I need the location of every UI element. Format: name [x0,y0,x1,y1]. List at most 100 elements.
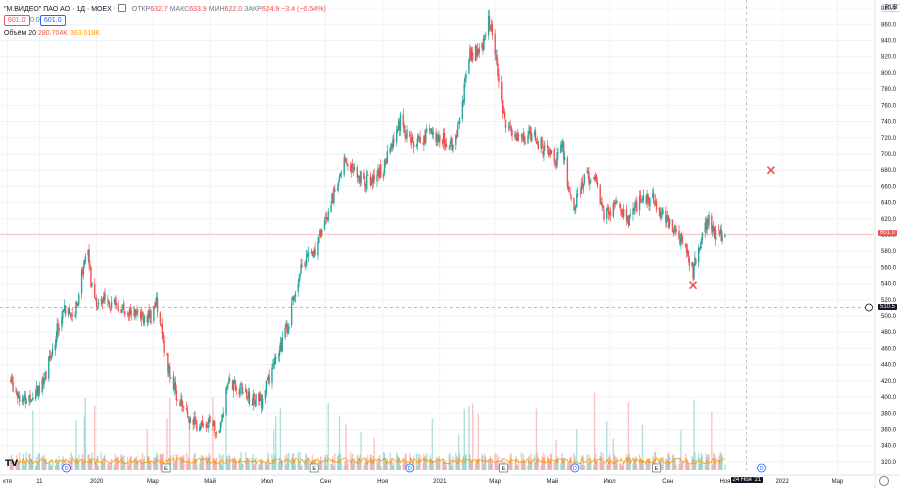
volume-bar [292,452,295,470]
volume-bar [632,463,634,470]
volume-bar [468,405,470,470]
currency-label[interactable]: RUB [882,4,900,12]
add-alert-icon [865,303,873,312]
volume-bar [531,457,533,470]
candle-body [109,304,111,308]
candle-body [156,298,159,312]
candle-body [293,297,296,301]
candle-body [695,258,697,264]
volume-bar [616,456,618,470]
candle-body [425,131,427,144]
candle-body [694,257,696,266]
x-tick-label: 2020 [90,479,104,485]
volume-label[interactable]: Объём 20 [4,30,37,37]
volume-bar [336,455,339,470]
candle-body [546,145,549,148]
candle-body [77,303,79,306]
candle-body [351,164,354,167]
candle-body [273,363,275,365]
candle-body [501,100,504,114]
candle-body [653,203,656,205]
volume-bar [581,465,584,470]
candle-body [665,210,667,224]
crosshair-price-tag: 510.5 [878,303,898,310]
sell-button[interactable]: 601.0 [4,15,30,26]
candle-body [393,137,395,143]
volume-bar [365,458,367,470]
volume-bar [280,459,283,470]
candle-body [372,175,374,184]
volume-bar [175,454,178,470]
volume-bar [541,456,543,470]
volume-bar [699,458,702,470]
volume-bar [484,453,486,470]
volume-bar [562,458,564,470]
candle-body [55,336,57,346]
volume-bar [660,458,662,470]
volume-bar [100,452,102,470]
x-tick-label: Сен [320,479,331,485]
volume-bar [143,456,146,470]
candle-body [149,311,151,318]
volume-bar [124,462,126,470]
volume-bar [258,464,260,470]
candle-body [227,383,229,387]
candle-body [179,400,181,407]
candle-body [266,379,268,381]
visibility-icon[interactable] [117,4,126,12]
volume-bar [698,463,701,470]
candle-body [280,341,283,352]
x-tick-label: Ноя [377,479,388,485]
candle-body [154,302,157,308]
candle-body [390,144,392,147]
candle-body [108,301,110,304]
x-marker-icon [766,166,775,175]
candle-body [430,128,433,134]
candle-body [701,232,704,241]
volume-bar [687,461,690,470]
settings-gear-icon[interactable] [879,476,889,486]
candle-body [599,184,601,205]
volume-bar [497,464,499,470]
y-tick-label: 720.0 [881,136,897,142]
volume-bar [445,465,448,470]
volume-bar [57,462,59,470]
price-axis: 320.0 340.0 360.0 380.0 400.0 420.0 440.0 460.0… [874,0,897,488]
volume-bar [642,460,645,470]
volume-bar [533,454,536,470]
volume-bar [200,455,203,470]
candle-body [481,43,483,49]
volume-bar [648,459,650,470]
candle-body [688,257,691,266]
volume-bar [166,418,168,470]
candle-body [423,136,425,145]
volume-bar [305,455,308,470]
candle-body [195,421,197,425]
candle-body [520,134,523,137]
volume-bar [704,464,706,470]
volume-bar [451,465,453,470]
candle-body [365,185,367,188]
candle-body [450,138,452,144]
y-tick-label: 440.0 [881,363,897,369]
symbol-title[interactable]: "М.ВИДЕО" ПАО АО · 1Д · MOEX [4,6,112,13]
candle-body [134,309,136,316]
volume-bar [142,459,145,470]
volume-bar [304,459,306,470]
tradingview-logo[interactable]: TV [5,459,19,469]
buy-button[interactable]: 601.0 [40,15,66,26]
candle-body [596,180,599,186]
candle-body [574,208,576,211]
candle-body [359,176,361,184]
volume-bar [508,462,510,470]
candle-body [632,208,634,215]
candle-body [654,200,657,205]
candle-body [126,313,129,315]
candle-body [404,129,406,137]
candle-body [570,195,572,200]
volume-bar [654,452,657,470]
volume-bar [474,464,477,470]
candle-body [634,203,636,212]
candle-body [620,208,622,212]
